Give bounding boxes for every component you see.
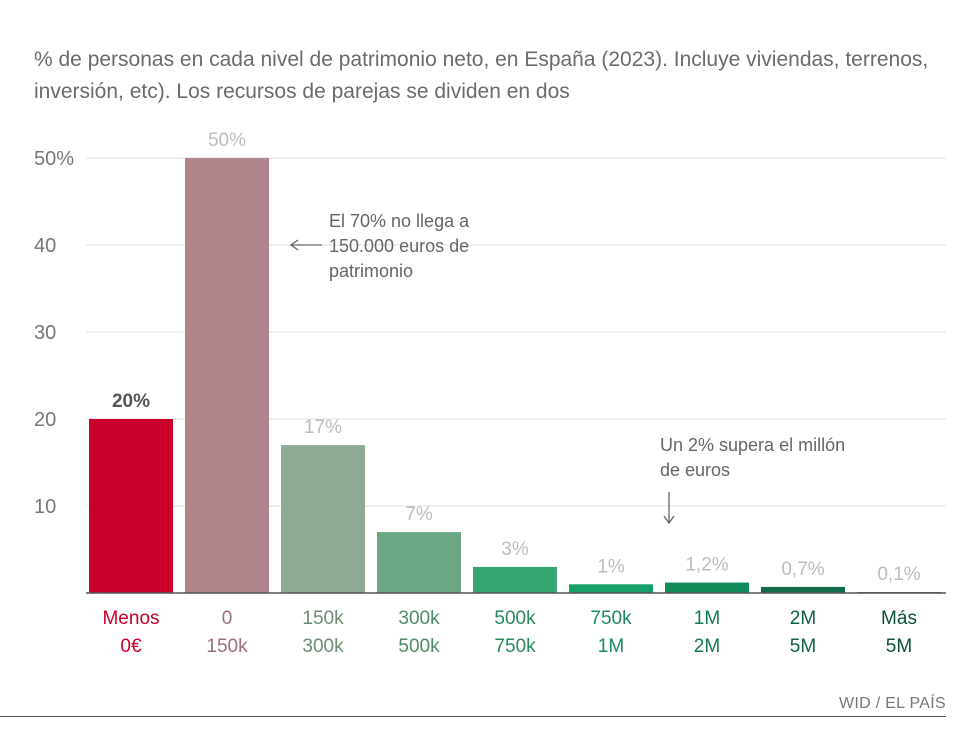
annotation-text: Un 2% supera el millón xyxy=(660,435,845,455)
data-label: 20% xyxy=(112,391,150,412)
source-credit: WID / EL PAÍS xyxy=(838,695,946,712)
annotation-arrowhead xyxy=(289,239,299,251)
x-tick-label: 150k xyxy=(302,608,344,629)
x-tick-label: 0 xyxy=(222,608,233,629)
x-tick-label: 500k xyxy=(494,608,536,629)
x-tick-label: 2M xyxy=(694,636,720,657)
y-tick-label: 50% xyxy=(34,148,74,170)
x-tick-label: 300k xyxy=(398,608,440,629)
annotation-text: 150.000 euros de xyxy=(329,236,469,256)
chart-subtitle: % de personas en cada nivel de patrimoni… xyxy=(34,48,929,103)
bar xyxy=(473,566,557,593)
annotation-text: patrimonio xyxy=(329,261,413,281)
x-tick-label: 5M xyxy=(886,636,912,657)
annotation-text: de euros xyxy=(660,460,730,480)
x-tick-label: 150k xyxy=(206,636,248,657)
bar xyxy=(377,532,461,593)
x-tick-label: 300k xyxy=(302,636,344,657)
bar xyxy=(569,584,653,593)
bar xyxy=(89,419,173,593)
x-tick-label: 0€ xyxy=(120,636,142,657)
x-tick-label: 1M xyxy=(598,636,624,657)
x-axis-labels: Menos 0€ 0 150k 150k 300k 300k 500k 500k 750k 750k… xyxy=(102,608,916,657)
x-tick-label: Más xyxy=(881,608,917,629)
bars xyxy=(89,158,941,593)
data-label: 1,2% xyxy=(685,555,728,576)
y-tick-label: 30 xyxy=(34,322,56,344)
x-tick-label: Menos xyxy=(102,608,159,629)
data-label: 1% xyxy=(597,556,625,577)
bar xyxy=(761,586,845,593)
x-tick-label: 500k xyxy=(398,636,440,657)
annotations: El 70% no llega a 150.000 euros de patrimo… xyxy=(289,211,845,525)
x-tick-label: 1M xyxy=(694,608,720,629)
data-label: 50% xyxy=(208,130,246,151)
data-label: 17% xyxy=(304,417,342,438)
x-tick-label: 2M xyxy=(790,608,816,629)
x-tick-label: 750k xyxy=(590,608,632,629)
bar xyxy=(665,582,749,593)
data-labels: 20% 50% 17% 7% 3% 1% 1,2% 0,7% 0,1% xyxy=(112,130,921,585)
data-label: 0,7% xyxy=(781,559,824,580)
y-axis-ticks: 10 20 30 40 50% xyxy=(34,148,74,518)
annotation-text: El 70% no llega a xyxy=(329,211,470,231)
bar xyxy=(281,445,365,593)
y-tick-label: 40 xyxy=(34,235,56,257)
y-tick-label: 20 xyxy=(34,409,56,431)
x-tick-label: 750k xyxy=(494,636,536,657)
x-tick-label: 5M xyxy=(790,636,816,657)
data-label: 7% xyxy=(405,504,433,525)
y-tick-label: 10 xyxy=(34,496,56,518)
footer-divider xyxy=(0,716,946,717)
data-label: 0,1% xyxy=(877,564,920,585)
annotation-arrowhead xyxy=(663,515,675,525)
data-label: 3% xyxy=(501,539,529,560)
bar xyxy=(185,158,269,593)
